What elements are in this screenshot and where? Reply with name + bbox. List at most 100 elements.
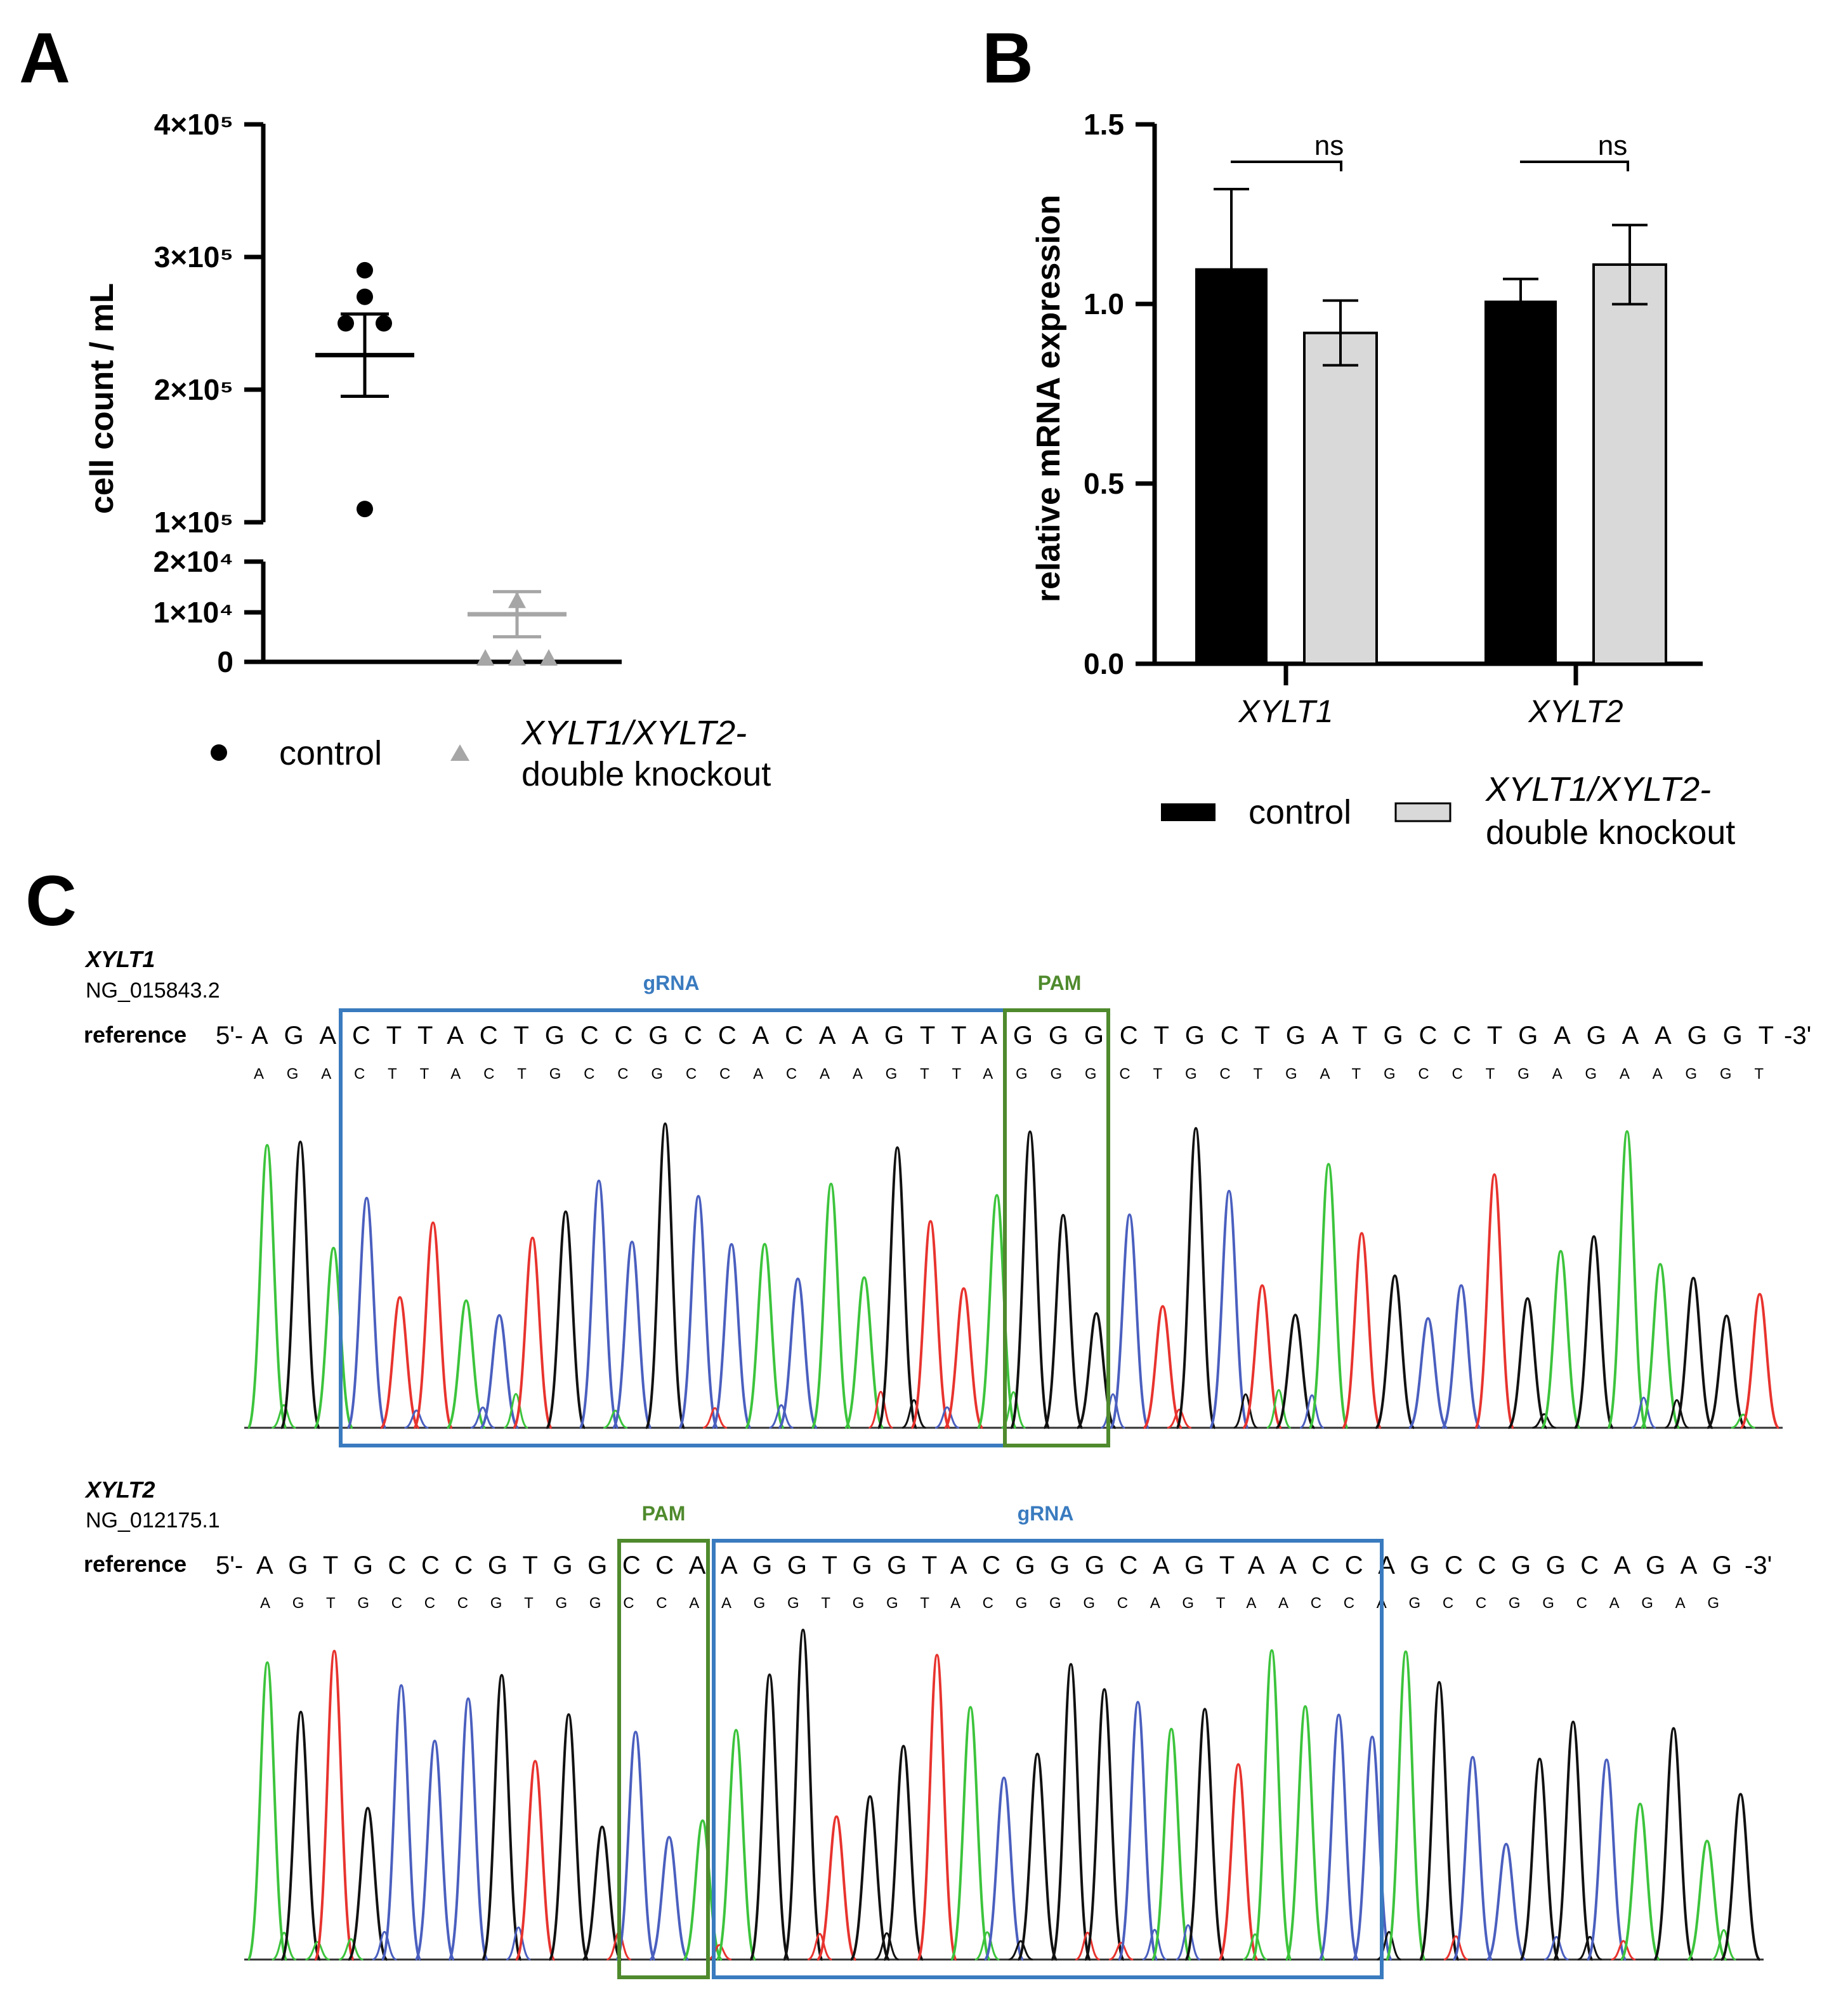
panel-b-ytick-1.0: 1.0 [1084, 287, 1124, 320]
xylt2-trace [244, 1628, 1764, 1961]
xylt1-trace-minor-peak [702, 1407, 728, 1429]
legend-b-ko-label-line1: XYLT1/XYLT2- [1484, 770, 1711, 808]
panel-a-ytick-2e4: 2×10⁴ [154, 545, 233, 578]
xylt1-trace-peak-A [446, 1299, 487, 1429]
xylt1-trace-peak-G [1707, 1314, 1746, 1429]
xylt2-trace-peak-C [1452, 1756, 1493, 1961]
panel-b-yticks: 1.5 1.0 0.5 0.0 [1084, 108, 1155, 680]
panel-a-point-control [357, 501, 373, 518]
panel-b-ylabel: relative mRNA expression [1030, 195, 1067, 603]
panel-a-ytick-1e4: 1×10⁴ [154, 596, 233, 629]
xylt1-trace-peak-T [412, 1221, 454, 1429]
panel-a-point-control [376, 315, 392, 332]
sig-label-xylt1: ns [1314, 130, 1344, 161]
panel-a-ytick-4e5: 4×10⁵ [154, 108, 233, 141]
xylt1-trace-peak-A [1606, 1130, 1648, 1429]
legend-b-control-label: control [1248, 793, 1351, 831]
xylt1-trace-peak-A [1308, 1163, 1349, 1429]
xylt2-trace-peak-G [1519, 1757, 1561, 1961]
xylt2-trace-peak-G [1184, 1708, 1226, 1961]
xylt2-trace-peak-C [615, 1730, 657, 1961]
xylt1-trace-minor-peak [769, 1404, 794, 1429]
xylt1-gRNA-box [339, 1008, 1007, 1447]
xylt1-trace-peak-G [1009, 1130, 1051, 1429]
xylt1-trace-peak-C [1441, 1284, 1482, 1429]
xylt2-trace-minor-peak [807, 1932, 832, 1961]
sig-bracket-xylt1 [1231, 161, 1342, 171]
legend-a-control-marker [211, 744, 227, 761]
legend-a-ko-label-line2: double knockout [521, 755, 771, 793]
xylt1-trace-peak-T [910, 1220, 951, 1429]
xylt2-trace-minor-peak [372, 1930, 397, 1961]
xylt1-trace-minor-peak [1233, 1393, 1258, 1429]
xylt1-trace-peak-A [1639, 1263, 1681, 1429]
xylt1-trace-peak-C [678, 1195, 719, 1429]
xylt2-gRNA-label: gRNA [1018, 1502, 1074, 1525]
xylt1-trace-peak-G [1042, 1213, 1084, 1429]
xylt2-trace-peak-G [1419, 1680, 1460, 1961]
xylt1-trace-peak-C [612, 1241, 653, 1429]
xylt1-trace-peak-A [744, 1242, 785, 1429]
panel-a-marks [315, 261, 567, 666]
xylt1-trace-peak-G [1573, 1235, 1615, 1429]
xylt1-gRNA-label: gRNA [643, 972, 700, 994]
xylt1-trace-peak-C [777, 1277, 818, 1429]
xylt1-trace [244, 1122, 1783, 1429]
xylt2-trace-peak-A [1687, 1840, 1727, 1961]
xylt1-trace-minor-peak [1731, 1413, 1755, 1429]
legend-b-control-swatch [1161, 803, 1216, 821]
xylt2-trace-peak-A [950, 1706, 992, 1961]
xylt2-chromatogram-block: XYLT2 NG_012175.1 reference 5'- AGTGCCCG… [84, 1477, 1772, 1979]
xylt1-trace-peak-A [810, 1182, 852, 1429]
xylt2-trace-peak-G [749, 1673, 790, 1961]
panel-a-ytick-3e5: 3×10⁵ [154, 241, 233, 273]
panel-b-letter: B [982, 18, 1033, 98]
panel-b-ytick-0.5: 0.5 [1084, 467, 1124, 500]
xylt2-trace-peak-G [280, 1710, 322, 1961]
panel-b-marks [1195, 188, 1667, 665]
xylt2-trace-peak-A [682, 1819, 723, 1961]
panel-a-point-control [357, 261, 373, 279]
xylt1-trace-peak-G [545, 1210, 586, 1429]
xylt1-trace-peak-C [711, 1242, 752, 1429]
sig-bracket-xylt2 [1520, 161, 1629, 171]
xylt1-trace-minor-peak [470, 1406, 495, 1429]
xylt1-trace-minor-peak [503, 1393, 528, 1429]
xylt2-trace-peak-A [1151, 1727, 1192, 1961]
panel-a-ytick-1e5: 1×10⁵ [154, 506, 233, 539]
xylt2-reference-label: reference [84, 1551, 187, 1577]
xylt1-trace-peak-G [280, 1140, 321, 1429]
xylt1-trace-peak-C [1209, 1189, 1250, 1429]
xylt1-trace-minor-peak [271, 1404, 296, 1429]
panel-a-point-control [337, 315, 354, 332]
xylt2-trace-peak-C [1486, 1842, 1526, 1961]
xylt2-trace-peak-G [882, 1744, 924, 1961]
xylt2-trace-peak-C [648, 1836, 690, 1961]
xylt2-trace-peak-G [1653, 1727, 1694, 1961]
xylt2-trace-peak-A [1251, 1649, 1293, 1961]
xylt2-trace-peak-G [1552, 1720, 1594, 1961]
xylt1-trace-minor-peak [404, 1409, 429, 1429]
xylt2-trace-peak-G [1720, 1793, 1761, 1961]
xylt2-trace-peak-G [1016, 1753, 1058, 1961]
xylt2-trace-minor-peak [1176, 1924, 1201, 1961]
xylt1-trace-peak-G [1673, 1276, 1714, 1429]
xylt1-trace-minor-peak [1100, 1393, 1125, 1429]
xylt2-trace-peak-T [514, 1760, 556, 1961]
xylt2-PAM-box [617, 1539, 710, 1979]
xylt2-trace-peak-G [1084, 1688, 1125, 1961]
panel-b-ytick-1.5: 1.5 [1084, 108, 1124, 141]
xylt2-trace-peak-A [715, 1729, 757, 1961]
panel-a-letter: A [19, 18, 70, 98]
panel-a-point-knockout [508, 649, 526, 666]
legend-a-ko-marker [450, 744, 469, 761]
xylt2-reference-sequence: AGTGCCCGTGGCCAAGGTGGTACGGGCAGTAACCAGCCGG… [256, 1552, 1732, 1579]
xylt1-trace-peak-A [247, 1143, 288, 1429]
panel-a-point-knockout [476, 649, 494, 666]
panel-a: A cell count / mL 4×10⁵ 3×10⁵ 2×10⁵ 1×10… [19, 18, 771, 793]
xylt2-trace-peak-G [548, 1713, 589, 1961]
panel-a-point-control [357, 288, 373, 305]
xylt1-trace-minor-peak [1631, 1396, 1656, 1429]
xylt1-trace-peak-T [1474, 1173, 1515, 1429]
